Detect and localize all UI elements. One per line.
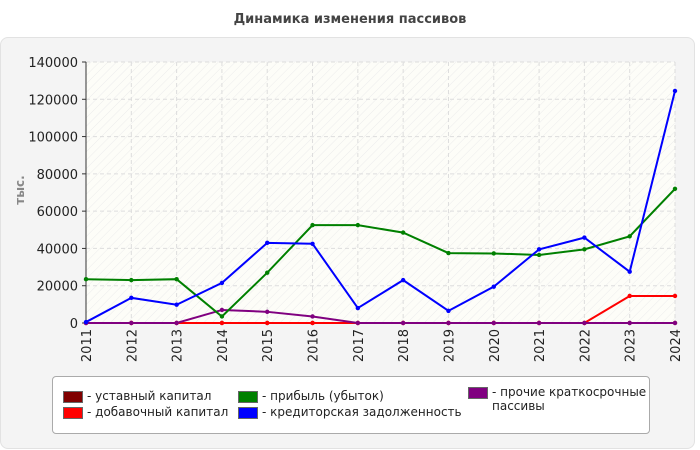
legend-swatch	[238, 391, 258, 403]
x-tick-label: 2024	[669, 329, 684, 362]
x-tick-label: 2022	[578, 329, 593, 362]
legend-item: - уставный капитал	[63, 389, 211, 403]
x-tick-label: 2023	[624, 329, 639, 362]
data-point	[174, 320, 179, 326]
y-tick-label: 20000	[37, 280, 78, 295]
data-point	[536, 252, 542, 258]
data-point	[219, 307, 225, 313]
x-tick-label: 2019	[442, 329, 457, 362]
data-point	[174, 302, 179, 307]
plot-area	[86, 62, 675, 323]
legend-item: - прибыль (убыток)	[238, 389, 384, 403]
data-point	[627, 234, 632, 239]
data-point	[536, 247, 542, 252]
x-tick-label: 2015	[261, 329, 276, 362]
data-point	[219, 280, 225, 286]
data-point	[446, 250, 451, 256]
data-point	[129, 295, 134, 301]
data-point	[310, 222, 315, 228]
data-point	[310, 241, 315, 246]
series-line	[85, 90, 676, 323]
data-point	[672, 293, 678, 299]
legend-item: - добавочный капитал	[63, 405, 228, 419]
x-tick-label: 2014	[216, 329, 231, 362]
data-point	[83, 319, 89, 325]
legend-label: - прочие краткосрочные пассивы	[492, 385, 647, 413]
data-point	[400, 230, 406, 235]
x-tick-label: 2021	[533, 329, 548, 362]
y-tick-label: 40000	[37, 242, 78, 257]
data-point	[582, 247, 587, 252]
series-line	[85, 188, 676, 318]
data-point	[400, 320, 406, 326]
data-point	[491, 251, 496, 256]
series-line	[86, 308, 675, 324]
data-point	[627, 269, 632, 274]
data-point	[627, 293, 632, 299]
data-point	[355, 222, 361, 228]
data-point	[446, 320, 451, 326]
data-point	[672, 186, 678, 191]
data-point	[355, 305, 361, 311]
y-tick-label: 120000	[28, 93, 78, 108]
x-tick-label: 2016	[307, 329, 322, 362]
data-point	[582, 235, 587, 240]
data-point	[219, 320, 225, 326]
x-tick-label: 2020	[488, 329, 503, 362]
data-point	[582, 320, 587, 326]
data-point	[491, 320, 496, 326]
legend-label: - добавочный капитал	[87, 405, 229, 419]
data-point	[219, 314, 225, 319]
data-point	[129, 277, 134, 283]
legend-swatch	[63, 407, 83, 419]
legend-swatch	[468, 387, 488, 399]
x-tick-label: 2011	[80, 329, 95, 362]
y-tick-label: 0	[70, 317, 78, 332]
y-tick-label: 80000	[37, 168, 78, 183]
y-tick-label: 100000	[28, 131, 78, 146]
y-tick-label: 140000	[28, 56, 78, 71]
data-point	[672, 88, 678, 94]
x-tick-label: 2018	[397, 329, 412, 362]
y-tick-label: 60000	[37, 205, 78, 220]
data-point	[400, 277, 406, 283]
data-point	[672, 320, 678, 326]
data-point	[265, 309, 270, 315]
data-point	[83, 276, 89, 282]
chart-title: Динамика изменения пассивов	[233, 12, 467, 27]
legend-item: - кредиторская задолженность	[238, 405, 462, 419]
legend-swatch	[63, 391, 83, 403]
data-point	[265, 320, 270, 326]
data-point	[536, 320, 542, 326]
data-point	[446, 308, 451, 314]
x-tick-label: 2013	[171, 329, 186, 362]
data-point	[627, 320, 632, 326]
data-point	[310, 320, 315, 326]
data-point	[129, 320, 134, 326]
x-tick-label: 2017	[352, 329, 367, 362]
chart-legend: - уставный капитал - добавочный капитал - …	[52, 376, 650, 434]
legend-label: - кредиторская задолженность	[262, 405, 462, 419]
data-point	[265, 240, 270, 246]
data-point	[265, 270, 270, 275]
x-tick-label: 2012	[125, 329, 140, 362]
legend-swatch	[238, 407, 258, 419]
data-point	[310, 314, 315, 319]
legend-label: - уставный капитал	[87, 389, 212, 403]
legend-label: - прибыль (убыток)	[262, 389, 384, 403]
legend-item: - прочие краткосрочные пассивы	[468, 385, 648, 413]
data-point	[491, 284, 496, 289]
y-axis-label: тыс.	[13, 175, 27, 204]
data-point	[174, 276, 179, 282]
data-point	[355, 320, 361, 326]
